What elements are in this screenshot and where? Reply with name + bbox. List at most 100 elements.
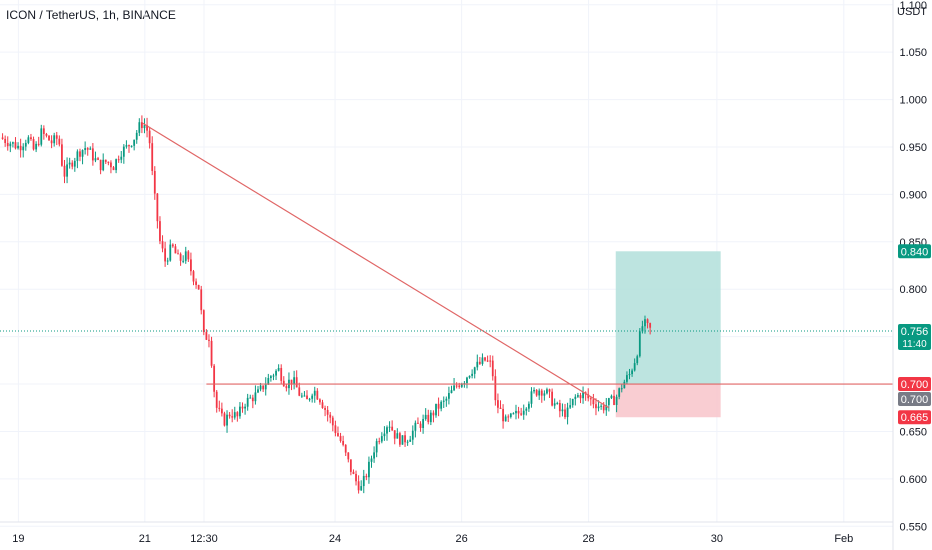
candle-body	[419, 423, 422, 428]
candle-body	[649, 323, 652, 328]
candle-body	[370, 458, 373, 462]
price-tick-label: 1.000	[899, 95, 927, 107]
candle-body	[187, 251, 190, 260]
chart-title: ICON / TetherUS, 1h, BINANCE	[6, 8, 176, 22]
candle-body	[484, 357, 486, 361]
candle-body	[546, 389, 548, 394]
candle-body	[615, 396, 618, 405]
candle-body	[220, 408, 223, 414]
candle-body	[190, 259, 192, 272]
candle-body	[295, 377, 298, 388]
candle-body	[633, 363, 636, 371]
candle-body	[61, 144, 63, 166]
candle-body	[349, 459, 352, 472]
candle-body	[435, 403, 437, 416]
candle-body	[319, 399, 321, 403]
candle-body	[110, 162, 112, 168]
candle-body	[448, 393, 450, 399]
grid	[0, 0, 893, 527]
candle-body	[347, 452, 350, 460]
candle-body	[538, 390, 541, 396]
candle-body	[450, 390, 453, 394]
candle-body	[55, 135, 58, 139]
trendline	[142, 122, 610, 409]
candle-body	[494, 376, 497, 401]
candle-body	[471, 373, 474, 376]
candle-body	[383, 433, 386, 437]
price-label: 0.840	[901, 246, 929, 258]
price-tick-label: 1.100	[899, 0, 927, 12]
price-label-bg	[898, 323, 931, 350]
candle-body	[156, 193, 159, 222]
candle-body	[161, 241, 164, 249]
candle-body	[112, 167, 115, 171]
candle-body	[605, 405, 608, 411]
candle-body	[267, 378, 270, 385]
candle-body	[233, 412, 236, 418]
candle-body	[460, 384, 463, 387]
candle-body	[453, 385, 455, 391]
candle-body	[411, 430, 414, 440]
candle-body	[334, 425, 337, 434]
candle-body	[115, 159, 117, 171]
candle-body	[140, 122, 143, 129]
candle-body	[587, 394, 590, 399]
time-tick-label: 24	[329, 533, 341, 545]
candle-body	[269, 376, 272, 379]
candle-body	[202, 310, 205, 333]
candle-body	[613, 395, 615, 405]
candle-body	[280, 367, 283, 381]
candle-body	[102, 159, 105, 171]
candle-body	[437, 403, 440, 409]
candle-body	[84, 148, 87, 151]
candle-body	[527, 403, 530, 409]
candle-body	[73, 160, 76, 167]
candle-body	[71, 162, 74, 167]
candle-body	[58, 138, 61, 145]
candle-body	[404, 435, 406, 443]
candle-body	[53, 135, 56, 144]
candle-body	[45, 133, 48, 136]
candle-body	[548, 389, 551, 392]
candle-body	[522, 410, 525, 415]
price-label-bg	[898, 392, 931, 407]
candle-body	[324, 408, 326, 410]
candle-body	[236, 412, 239, 417]
candle-body	[195, 281, 197, 285]
countdown-label: 11:40	[902, 339, 927, 350]
candle-body	[164, 248, 167, 262]
time-tick-label: 28	[582, 533, 594, 545]
candle-body	[169, 244, 172, 261]
time-axis: 19 21 12:30 24 26 28 30 Feb	[12, 533, 853, 545]
price-tick-label: 0.650	[899, 426, 927, 438]
candle-body	[6, 142, 9, 147]
candle-body	[171, 244, 174, 247]
candle-body	[533, 389, 535, 392]
candle-body	[192, 271, 195, 282]
candle-body	[626, 375, 628, 382]
candle-body	[277, 367, 280, 371]
time-tick-label: 12:30	[190, 533, 218, 545]
candle-body	[50, 140, 53, 144]
candle-body	[146, 125, 148, 131]
candle-body	[422, 419, 425, 428]
target-zone	[615, 251, 721, 385]
candle-body	[440, 401, 443, 409]
candle-body	[442, 400, 445, 402]
candle-body	[427, 414, 430, 423]
candle-body	[22, 146, 25, 151]
candle-body	[620, 388, 623, 390]
candle-body	[646, 319, 649, 324]
candle-body	[300, 395, 303, 397]
candle-body	[174, 246, 177, 254]
candle-body	[303, 395, 306, 397]
candle-body	[298, 387, 301, 396]
candle-body	[293, 377, 296, 384]
candle-body	[602, 405, 605, 411]
candle-body	[417, 422, 419, 424]
candle-body	[259, 385, 262, 390]
candle-body	[595, 404, 597, 409]
